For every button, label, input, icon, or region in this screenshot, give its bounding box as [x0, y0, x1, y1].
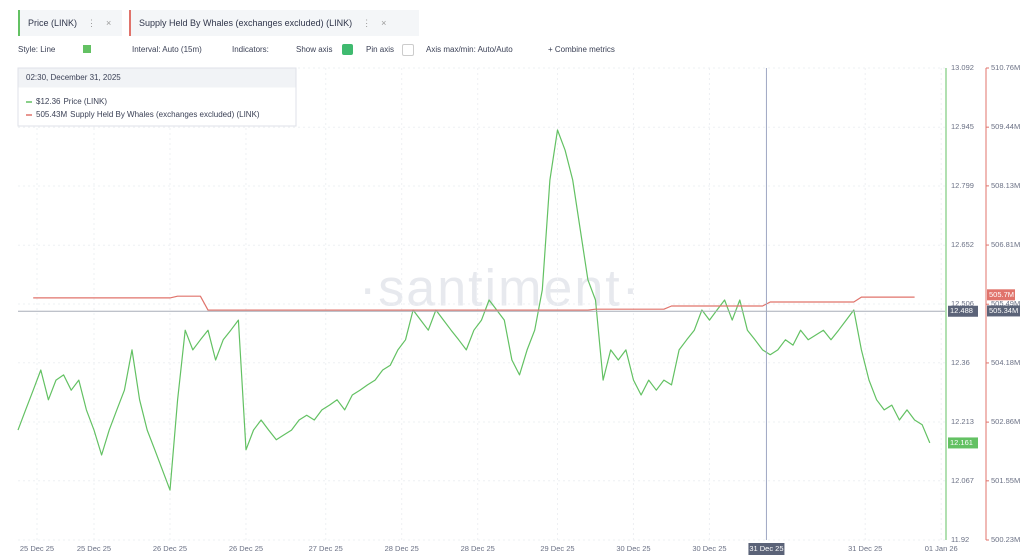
- tooltip-value: $12.36: [36, 97, 61, 106]
- y-tick-label: 12.799: [951, 181, 974, 190]
- last-y2-tag: [987, 289, 1015, 301]
- color-swatch[interactable]: [83, 45, 91, 53]
- metric-tab[interactable]: Price (LINK) ⋮ ×: [18, 10, 122, 36]
- y2-tick-label: 505.49M: [991, 299, 1020, 308]
- show-axis-checkbox[interactable]: [342, 44, 353, 55]
- show-axis-label: Show axis: [296, 45, 333, 54]
- tab-close-icon[interactable]: ×: [106, 18, 112, 28]
- crosshair-x-tag: [748, 543, 785, 555]
- x-tick-label: 30 Dec 25: [692, 544, 726, 553]
- x-tick-label: 25 Dec 25: [77, 544, 111, 553]
- x-tick-label: 26 Dec 25: [229, 544, 263, 553]
- x-tick-label: 01 Jan 26: [925, 544, 958, 553]
- tab-menu-icon[interactable]: ⋮: [362, 17, 372, 28]
- pin-axis-label: Pin axis: [366, 45, 395, 54]
- tab-label: Supply Held By Whales (exchanges exclude…: [139, 18, 353, 28]
- axis-minmax-select[interactable]: Axis max/min: Auto/Auto: [426, 45, 513, 54]
- crosshair-x-label: 31 Dec 25: [749, 544, 783, 553]
- tooltip-time: 02:30, December 31, 2025: [26, 73, 121, 82]
- tooltip-item: 505.43M Supply Held By Whales (exchanges …: [36, 110, 260, 119]
- tooltip-value: 505.43M: [36, 110, 67, 119]
- y-tick-label: 12.506: [951, 299, 974, 308]
- watermark: ·santiment·: [359, 260, 641, 318]
- y2-tick-label: 502.86M: [991, 417, 1020, 426]
- y-tick-label: 13.092: [951, 63, 974, 72]
- y2-tick-label: 508.13M: [991, 181, 1020, 190]
- x-tick-label: 27 Dec 25: [309, 544, 343, 553]
- x-tick-label: 28 Dec 25: [461, 544, 495, 553]
- x-tick-label: 31 Dec 25: [848, 544, 882, 553]
- crosshair-y2-label: 505.34M: [989, 306, 1018, 315]
- y2-tick-label: 509.44M: [991, 122, 1020, 131]
- x-tick-label: 30 Dec 25: [616, 544, 650, 553]
- crosshair-y-label: 12.488: [950, 306, 973, 315]
- y2-tick-label: 500.23M: [991, 535, 1020, 544]
- tooltip-name: Supply Held By Whales (exchanges exclude…: [70, 110, 260, 119]
- pin-axis-checkbox[interactable]: [402, 44, 414, 56]
- x-tick-label: 29 Dec 25: [540, 544, 574, 553]
- last-y2-label: 505.7M: [989, 290, 1014, 299]
- tooltip-item: $12.36 Price (LINK): [36, 97, 107, 106]
- series-line: [17, 129, 931, 491]
- y-tick-label: 12.213: [951, 417, 974, 426]
- indicators-select[interactable]: Indicators:: [232, 45, 269, 54]
- x-tick-label: 26 Dec 25: [153, 544, 187, 553]
- tooltip-name: Price (LINK): [63, 97, 107, 106]
- crosshair-y-tag: [948, 305, 978, 317]
- series-line: [33, 295, 915, 311]
- last-y-tag: [948, 437, 978, 449]
- y-tick-label: 12.067: [951, 476, 974, 485]
- y-tick-label: 12.36: [951, 358, 970, 367]
- y-tick-label: 11.92: [951, 535, 969, 544]
- y2-tick-label: 506.81M: [991, 240, 1020, 249]
- crosshair-y2-tag: [987, 305, 1020, 317]
- y2-tick-label: 504.18M: [991, 358, 1020, 367]
- tab-menu-icon[interactable]: ⋮: [87, 17, 97, 28]
- y2-tick-label: 501.55M: [991, 476, 1020, 485]
- tab-close-icon[interactable]: ×: [381, 18, 387, 28]
- y-tick-label: 12.945: [951, 122, 974, 131]
- combine-metrics-button[interactable]: + Combine metrics: [548, 45, 615, 54]
- x-tick-label: 28 Dec 25: [385, 544, 419, 553]
- interval-select[interactable]: Interval: Auto (15m): [132, 45, 202, 54]
- metric-tab[interactable]: Supply Held By Whales (exchanges exclude…: [129, 10, 419, 36]
- y2-tick-label: 510.76M: [991, 63, 1020, 72]
- style-select[interactable]: Style: Line: [18, 45, 56, 54]
- x-tick-label: 25 Dec 25: [20, 544, 54, 553]
- tooltip-header: [18, 68, 296, 88]
- y-tick-label: 12.652: [951, 240, 974, 249]
- tab-label: Price (LINK): [28, 18, 78, 28]
- last-y-label: 12.161: [950, 438, 973, 447]
